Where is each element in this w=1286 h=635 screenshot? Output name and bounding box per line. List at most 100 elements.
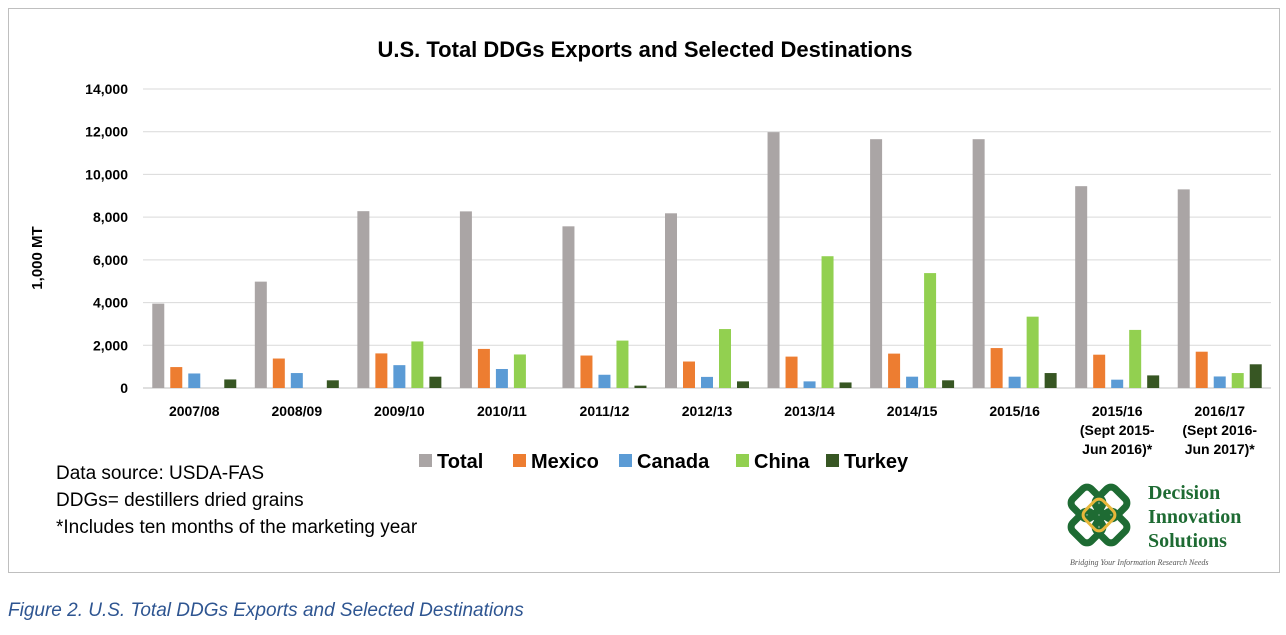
bar-turkey	[1044, 373, 1057, 388]
legend-swatch-total	[419, 454, 432, 467]
bar-mexico	[477, 348, 490, 388]
legend-label-mexico: Mexico	[531, 451, 599, 473]
bar-canada	[1111, 379, 1124, 388]
legend-swatch-mexico	[513, 454, 526, 467]
bar-mexico	[580, 355, 593, 388]
bar-mexico	[272, 358, 285, 388]
y-tick-label: 12,000	[85, 124, 128, 140]
bar-mexico	[1195, 351, 1208, 388]
x-tick-label: 2013/14	[784, 403, 835, 419]
chart-title: U.S. Total DDGs Exports and Selected Des…	[377, 37, 912, 62]
note-data-source: Data source: USDA-FAS	[56, 463, 265, 484]
x-tick-label: Jun 2017)*	[1185, 441, 1256, 457]
bar-canada	[1008, 376, 1021, 388]
y-tick-label: 6,000	[93, 252, 128, 268]
bar-total	[254, 281, 267, 388]
bar-china	[411, 341, 424, 388]
bar-turkey	[839, 382, 852, 388]
x-tick-label: 2010/11	[477, 403, 527, 419]
bar-canada	[290, 373, 303, 388]
x-tick-label: 2014/15	[887, 403, 938, 419]
bar-china	[1129, 329, 1142, 388]
bar-china	[924, 273, 937, 388]
bar-canada	[188, 373, 201, 388]
y-tick-label: 0	[120, 380, 128, 396]
bar-turkey	[429, 376, 442, 388]
bar-mexico	[1093, 354, 1106, 388]
bar-canada	[1213, 376, 1226, 388]
y-tick-label: 2,000	[93, 337, 128, 353]
bar-china	[719, 329, 731, 388]
bar-mexico	[683, 361, 695, 388]
legend-label-turkey: Turkey	[844, 451, 909, 473]
bar-total	[357, 211, 370, 388]
bar-total	[767, 132, 780, 388]
bar-total	[665, 213, 677, 388]
bar-turkey	[326, 380, 339, 388]
bar-canada	[906, 376, 919, 388]
bar-canada	[393, 365, 406, 388]
y-tick-labels: 0 2,000 4,000 6,000 8,000 10,000 12,000 14,000	[85, 81, 128, 396]
x-tick-label: (Sept 2015-	[1080, 422, 1155, 438]
bar-turkey	[1147, 375, 1160, 388]
bar-total	[1075, 186, 1088, 388]
y-tick-label: 4,000	[93, 295, 128, 311]
bar-total	[870, 139, 883, 388]
logo-line1: Decision	[1148, 482, 1220, 504]
logo-line2: Innovation	[1148, 506, 1241, 528]
logo-knot-icon	[1067, 483, 1131, 547]
bar-total	[562, 226, 575, 388]
bar-turkey	[737, 381, 749, 388]
figure-caption: Figure 2. U.S. Total DDGs Exports and Se…	[8, 600, 524, 621]
bar-mexico	[170, 367, 183, 388]
bar-china	[821, 256, 834, 388]
note-ddgs-definition: DDGs= destillers dried grains	[56, 490, 304, 511]
bar-total	[972, 139, 985, 388]
x-tick-label: 2012/13	[682, 403, 733, 419]
bar-canada	[803, 381, 816, 388]
bar-canada	[495, 368, 508, 388]
x-tick-labels: 2007/08 2008/09 2009/10 2010/11 2011/12 2012/…	[169, 403, 1257, 457]
bar-total	[459, 211, 472, 388]
bar-china	[1026, 316, 1039, 388]
bar-mexico	[990, 348, 1003, 388]
bar-mexico	[888, 353, 901, 388]
bars	[152, 132, 1262, 388]
x-tick-label: Jun 2016)*	[1082, 441, 1153, 457]
chart-frame: U.S. Total DDGs Exports and Selected Des…	[8, 8, 1280, 573]
bar-china	[513, 354, 526, 388]
x-tick-label: 2016/17	[1194, 403, 1245, 419]
legend-swatch-canada	[619, 454, 632, 467]
bar-turkey	[224, 379, 237, 388]
legend: Total Mexico Canada China Turkey	[419, 451, 909, 473]
logo-tagline: Bridging Your Information Research Needs	[1070, 558, 1209, 567]
bar-total	[152, 303, 165, 388]
legend-label-canada: Canada	[637, 451, 710, 473]
x-tick-label: (Sept 2016-	[1182, 422, 1257, 438]
bar-total	[1177, 189, 1190, 388]
x-tick-label: 2008/09	[272, 403, 323, 419]
legend-label-china: China	[754, 451, 810, 473]
y-tick-label: 14,000	[85, 81, 128, 97]
x-tick-label: 2015/16	[989, 403, 1040, 419]
logo-line3: Solutions	[1148, 530, 1227, 552]
y-tick-label: 10,000	[85, 166, 128, 182]
x-tick-label: 2007/08	[169, 403, 220, 419]
gridlines	[143, 88, 1271, 389]
bar-mexico	[375, 353, 388, 388]
bar-china	[616, 340, 629, 388]
bar-canada	[701, 376, 713, 388]
bar-canada	[598, 374, 611, 388]
legend-label-total: Total	[437, 451, 483, 473]
y-axis-label: 1,000 MT	[29, 226, 46, 289]
x-tick-label: 2009/10	[374, 403, 425, 419]
bar-mexico	[785, 356, 798, 388]
bar-turkey	[634, 385, 647, 388]
x-tick-label: 2015/16	[1092, 403, 1143, 419]
y-tick-label: 8,000	[93, 209, 128, 225]
bar-turkey	[942, 380, 955, 388]
bar-chart: U.S. Total DDGs Exports and Selected Des…	[29, 37, 1271, 473]
bar-turkey	[1249, 364, 1262, 388]
legend-swatch-china	[736, 454, 749, 467]
legend-swatch-turkey	[826, 454, 839, 467]
